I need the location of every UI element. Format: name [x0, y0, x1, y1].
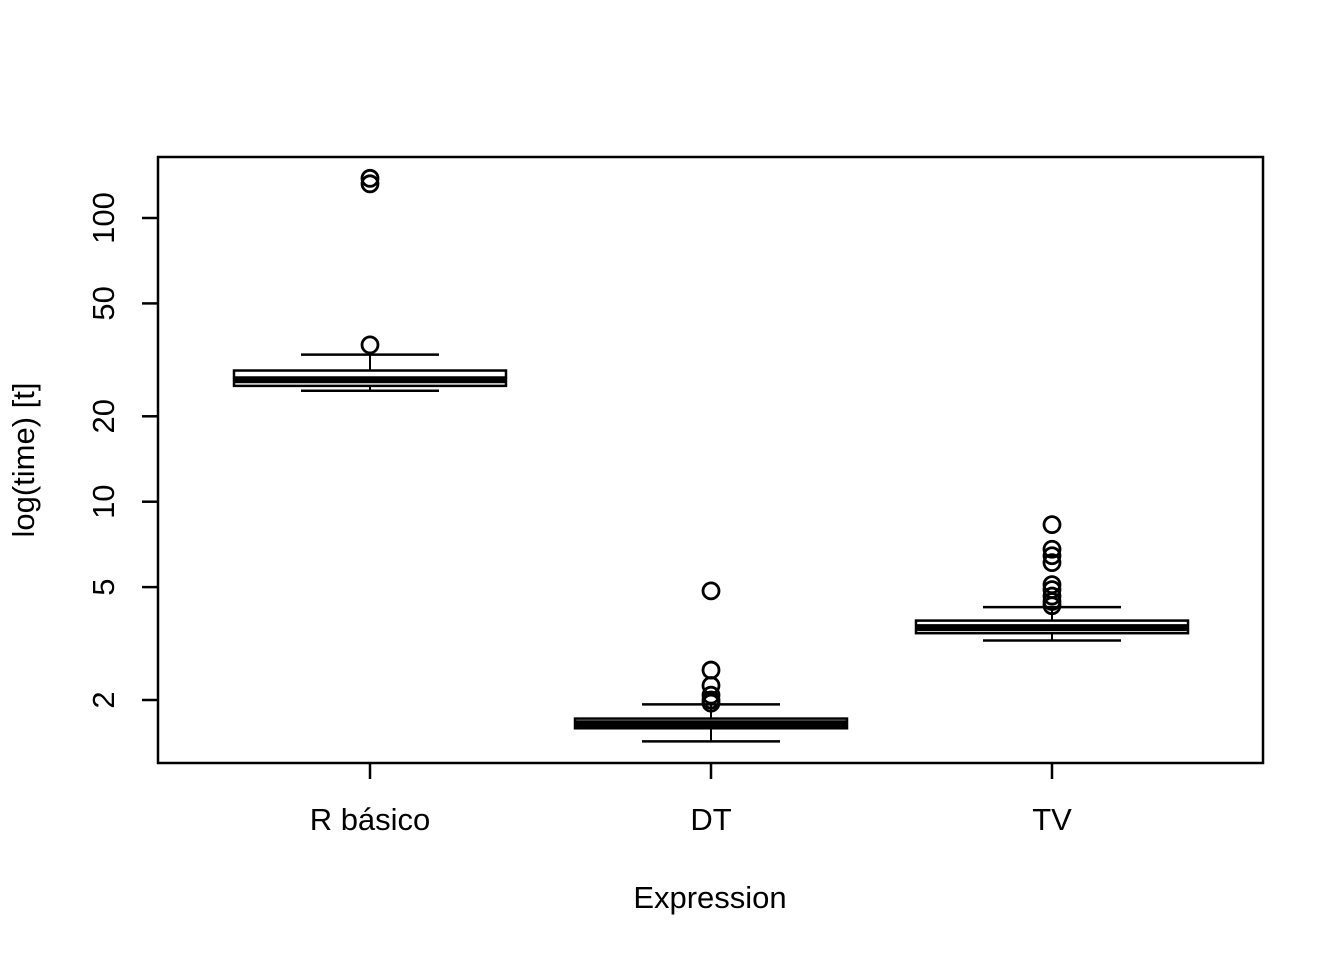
outlier-point	[360, 168, 380, 188]
y-axis-title: log(time) [t]	[6, 382, 41, 537]
outlier-point	[701, 685, 721, 705]
x-category-label: TV	[1032, 802, 1072, 837]
y-tick-label: 2	[86, 691, 121, 708]
plot-frame	[156, 155, 1265, 765]
outlier-point	[360, 335, 380, 355]
x-axis-title: Expression	[633, 880, 786, 915]
outlier-point	[1042, 586, 1062, 606]
outlier-point	[701, 660, 721, 680]
outlier-point	[1042, 575, 1062, 595]
outlier-point	[1042, 539, 1062, 559]
outlier-point	[1042, 553, 1062, 573]
x-category-label: DT	[690, 802, 731, 837]
outlier-point	[360, 174, 380, 194]
plot-layer: 2 5 10 20 50 100 R básico DT TV	[86, 155, 1265, 837]
outlier-point	[701, 581, 721, 601]
outlier-point	[1042, 515, 1062, 535]
y-tick-label: 10	[86, 484, 121, 518]
x-category-label: R básico	[310, 802, 431, 837]
y-tick-label: 50	[86, 286, 121, 320]
y-tick-label: 20	[86, 399, 121, 433]
outlier-point	[1042, 546, 1062, 566]
y-tick-label: 100	[86, 192, 121, 244]
y-tick-label: 5	[86, 578, 121, 595]
